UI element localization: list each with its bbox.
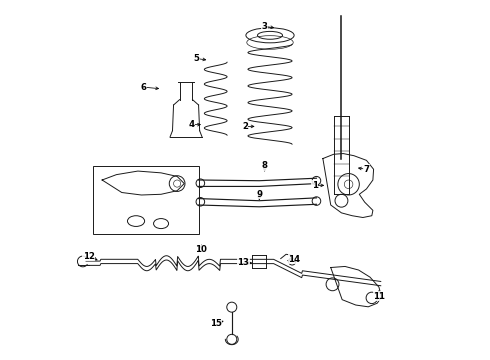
Text: 10: 10 (196, 245, 207, 254)
Text: 3: 3 (262, 22, 268, 31)
Text: 14: 14 (288, 255, 300, 264)
Text: 13: 13 (237, 258, 249, 267)
Text: 11: 11 (373, 292, 385, 301)
Bar (93, 166, 198, 234)
Text: 5: 5 (194, 54, 200, 63)
Text: 2: 2 (242, 122, 248, 131)
Text: 9: 9 (256, 190, 262, 199)
Text: 15: 15 (210, 319, 221, 328)
Text: 8: 8 (262, 161, 268, 170)
Text: 7: 7 (364, 165, 369, 174)
Text: 1: 1 (312, 181, 318, 190)
Text: 4: 4 (188, 120, 195, 129)
Text: 6: 6 (140, 83, 146, 92)
Text: 12: 12 (83, 252, 95, 261)
